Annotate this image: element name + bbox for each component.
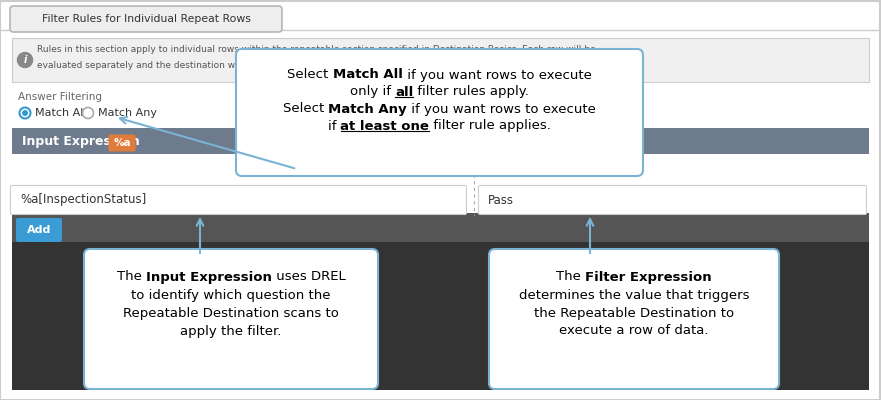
Text: uses DREL: uses DREL (271, 270, 345, 284)
Text: only if: only if (350, 86, 395, 98)
Text: Match All: Match All (35, 108, 86, 118)
FancyBboxPatch shape (236, 49, 643, 176)
Text: evaluated separately and the destination will not execute on rows that fail to m: evaluated separately and the destination… (37, 60, 485, 70)
Text: Rules in this section apply to individual rows within the repeatable section spe: Rules in this section apply to individua… (37, 46, 596, 54)
FancyBboxPatch shape (108, 134, 136, 152)
Text: Input Expression: Input Expression (22, 134, 140, 148)
Text: all: all (395, 86, 413, 98)
Text: Match Any: Match Any (98, 108, 157, 118)
Circle shape (18, 52, 33, 68)
Text: Select: Select (287, 68, 333, 82)
Text: %a[InspectionStatus]: %a[InspectionStatus] (20, 194, 146, 206)
Text: Match All: Match All (333, 68, 403, 82)
Text: if: if (328, 120, 340, 132)
Text: to identify which question the: to identify which question the (131, 288, 330, 302)
FancyBboxPatch shape (478, 186, 867, 214)
Text: execute a row of data.: execute a row of data. (559, 324, 708, 338)
Text: determines the value that triggers: determines the value that triggers (519, 288, 749, 302)
FancyBboxPatch shape (16, 218, 62, 242)
FancyBboxPatch shape (10, 6, 282, 32)
Text: filter rules apply.: filter rules apply. (413, 86, 529, 98)
Circle shape (19, 108, 31, 118)
Text: Repeatable Destination scans to: Repeatable Destination scans to (123, 306, 339, 320)
Text: Filter Rules for Individual Repeat Rows: Filter Rules for Individual Repeat Rows (41, 14, 250, 24)
Text: if you want rows to execute: if you want rows to execute (407, 102, 596, 116)
Text: The: The (116, 270, 145, 284)
Bar (12, 213, 869, 245)
Text: %a: %a (113, 138, 130, 148)
Text: apply the filter.: apply the filter. (181, 324, 282, 338)
Text: if you want rows to execute: if you want rows to execute (403, 68, 592, 82)
FancyBboxPatch shape (84, 249, 378, 389)
Bar (12, 128, 869, 154)
Text: Filter Expression: Filter Expression (585, 270, 712, 284)
Bar (12, 242, 869, 390)
Text: i: i (23, 55, 26, 65)
Text: Answer Filtering: Answer Filtering (18, 92, 102, 102)
Text: Add: Add (26, 225, 51, 235)
Text: at least one: at least one (340, 120, 429, 132)
Text: the Repeatable Destination to: the Repeatable Destination to (534, 306, 734, 320)
Text: Select: Select (283, 102, 329, 116)
Bar (12, 38, 869, 82)
FancyBboxPatch shape (11, 186, 467, 214)
Text: The: The (556, 270, 585, 284)
Circle shape (22, 110, 28, 116)
Text: Match Any: Match Any (329, 102, 407, 116)
Text: Pass: Pass (488, 194, 514, 206)
Circle shape (83, 108, 93, 118)
Text: Input Expression: Input Expression (145, 270, 271, 284)
Text: filter rule applies.: filter rule applies. (429, 120, 552, 132)
FancyBboxPatch shape (489, 249, 779, 389)
